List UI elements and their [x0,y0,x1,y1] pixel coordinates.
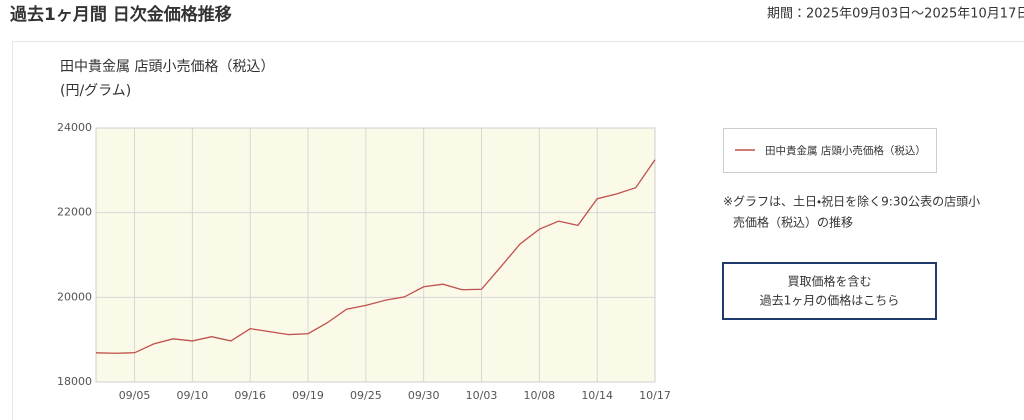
x-tick-label: 10/03 [466,389,498,402]
line-series [95,159,656,354]
x-tick-label: 09/10 [177,389,209,402]
x-tick-label: 09/25 [350,389,382,402]
plot-border [95,127,656,383]
link-button[interactable]: 買取価格を含む 過去1ヶ月の価格はこちら [722,262,937,320]
y-tick-label: 24000 [57,121,92,134]
x-tick-label: 09/16 [234,389,266,402]
y-tick-label: 20000 [57,290,92,303]
x-tick-label: 10/08 [523,389,555,402]
legend-box [723,128,937,173]
legend-label: 田中貴金属 店頭小売価格（税込） [765,144,926,157]
x-tick-label: 09/19 [292,389,324,402]
chart-subtitle: (円/グラム) [60,83,131,99]
x-tick-label: 10/17 [639,389,671,402]
note-line: ※グラフは、土日・祝日を除く9:30公表の店頭小 [723,195,980,209]
x-tick-label: 09/30 [408,389,440,402]
chart-title: 田中貴金属 店頭小売価格（税込） [60,59,274,75]
period: 期間：2025年09月03日〜2025年10月17日 [767,7,1024,22]
x-tick-label: 09/05 [119,389,151,402]
plot: 18000 20000 22000 24000 09/05 09/10 09/16 09/19… [57,121,671,402]
y-tick-label: 22000 [57,206,92,219]
y-tick-label: 18000 [57,375,92,388]
button-frame[interactable] [722,262,937,320]
button-label[interactable]: 過去1ヶ月の価格はこちら [760,293,900,308]
x-tick-label: 10/14 [581,389,613,402]
note-line: 売価格（税込）の推移 [733,215,853,230]
plot-area [96,128,655,382]
button-label[interactable]: 買取価格を含む [787,274,871,289]
page-title: 過去1ヶ月間 日次金価格推移 [10,4,232,25]
